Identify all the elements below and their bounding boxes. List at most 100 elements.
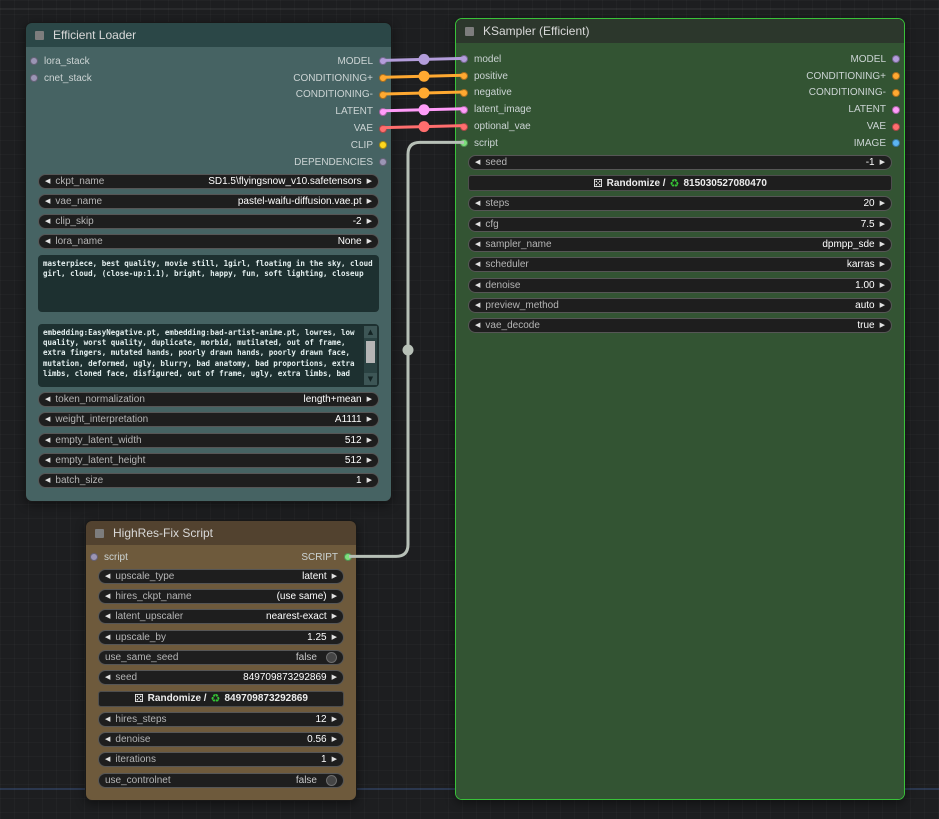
widget-weight-interpretation[interactable]: ◀ weight_interpretation A1111 ▶ (38, 412, 379, 428)
increment-arrow-icon[interactable]: ▶ (331, 571, 337, 580)
decrement-arrow-icon[interactable]: ◀ (45, 415, 51, 424)
widget-use-controlnet[interactable]: use_controlnet false (98, 772, 344, 788)
textarea-scrollbar[interactable]: ▲ ▼ (364, 325, 377, 385)
scroll-up-icon[interactable]: ▲ (364, 325, 377, 338)
increment-arrow-icon[interactable]: ▶ (879, 300, 885, 309)
node-header[interactable]: KSampler (Efficient) (456, 19, 904, 43)
decrement-arrow-icon[interactable]: ◀ (105, 612, 111, 621)
widget-latent-upscaler[interactable]: ◀ latent_upscaler nearest-exact ▶ (98, 609, 344, 625)
increment-arrow-icon[interactable]: ▶ (366, 217, 372, 226)
increment-arrow-icon[interactable]: ▶ (366, 395, 372, 404)
widget-vae-name[interactable]: ◀ vae_name pastel-waifu-diffusion.vae.pt ▶ (38, 193, 379, 209)
input-slot-negative[interactable] (460, 88, 468, 97)
widget-sampler-name[interactable]: ◀ sampler_name dpmpp_sde ▶ (468, 236, 892, 252)
increment-arrow-icon[interactable]: ▶ (879, 321, 885, 330)
decrement-arrow-icon[interactable]: ◀ (475, 157, 481, 166)
input-slot-cnet-stack[interactable] (30, 74, 38, 83)
increment-arrow-icon[interactable]: ▶ (366, 237, 372, 246)
increment-arrow-icon[interactable]: ▶ (879, 280, 885, 289)
output-slot-conditioning-[interactable] (892, 88, 900, 97)
widget-hires-ckpt-name[interactable]: ◀ hires_ckpt_name (use same) ▶ (98, 589, 344, 605)
increment-arrow-icon[interactable]: ▶ (331, 673, 337, 682)
increment-arrow-icon[interactable]: ▶ (879, 199, 885, 208)
positive-prompt-textarea[interactable]: masterpiece, best quality, movie still, … (38, 254, 379, 312)
decrement-arrow-icon[interactable]: ◀ (105, 755, 111, 764)
widget-scheduler[interactable]: ◀ scheduler karras ▶ (468, 257, 892, 273)
decrement-arrow-icon[interactable]: ◀ (475, 280, 481, 289)
decrement-arrow-icon[interactable]: ◀ (105, 592, 111, 601)
increment-arrow-icon[interactable]: ▶ (331, 714, 337, 723)
input-slot-latent-image[interactable] (460, 105, 468, 114)
widget-steps[interactable]: ◀ steps 20 ▶ (468, 196, 892, 212)
output-slot-script[interactable] (344, 553, 352, 562)
output-slot-vae[interactable] (892, 122, 900, 131)
widget-hires-denoise[interactable]: ◀ denoise 0.56 ▶ (98, 732, 344, 748)
randomize-hires-seed-button[interactable]: ⚄ Randomize / ♻ 849709873292869 (98, 690, 344, 707)
increment-arrow-icon[interactable]: ▶ (879, 157, 885, 166)
widget-cfg[interactable]: ◀ cfg 7.5 ▶ (468, 216, 892, 232)
widget-denoise[interactable]: ◀ denoise 1.00 ▶ (468, 277, 892, 293)
widget-seed[interactable]: ◀ seed -1 ▶ (468, 154, 892, 170)
input-slot-optional-vae[interactable] (460, 122, 468, 131)
collapse-box-icon[interactable] (95, 528, 104, 538)
output-slot-vae[interactable] (379, 124, 387, 133)
widget-token-normalization[interactable]: ◀ token_normalization length+mean ▶ (38, 392, 379, 408)
decrement-arrow-icon[interactable]: ◀ (45, 476, 51, 485)
collapse-box-icon[interactable] (465, 26, 474, 36)
node-header[interactable]: HighRes-Fix Script (86, 521, 356, 545)
increment-arrow-icon[interactable]: ▶ (331, 612, 337, 621)
decrement-arrow-icon[interactable]: ◀ (45, 435, 51, 444)
output-slot-model[interactable] (379, 57, 387, 66)
node-ksampler-efficient[interactable]: KSampler (Efficient) model MODEL positive C… (455, 18, 905, 800)
output-slot-image[interactable] (892, 139, 900, 148)
increment-arrow-icon[interactable]: ▶ (879, 260, 885, 269)
input-slot-lora-stack[interactable] (30, 57, 38, 66)
increment-arrow-icon[interactable]: ▶ (366, 415, 372, 424)
increment-arrow-icon[interactable]: ▶ (879, 219, 885, 228)
increment-arrow-icon[interactable]: ▶ (331, 735, 337, 744)
increment-arrow-icon[interactable]: ▶ (366, 196, 372, 205)
decrement-arrow-icon[interactable]: ◀ (105, 673, 111, 682)
randomize-seed-button[interactable]: ⚄ Randomize / ♻ 815030527080470 (468, 175, 892, 192)
widget-hires-steps[interactable]: ◀ hires_steps 12 ▶ (98, 711, 344, 727)
negative-prompt-textarea[interactable]: embedding:EasyNegative.pt, embedding:bad… (38, 323, 379, 387)
increment-arrow-icon[interactable]: ▶ (879, 239, 885, 248)
increment-arrow-icon[interactable]: ▶ (331, 755, 337, 764)
collapse-box-icon[interactable] (35, 30, 44, 40)
input-slot-script[interactable] (460, 139, 468, 148)
decrement-arrow-icon[interactable]: ◀ (45, 217, 51, 226)
node-highres-fix-script[interactable]: HighRes-Fix Script script SCRIPT ◀ upscale… (85, 520, 357, 802)
widget-use-same-seed[interactable]: use_same_seed false (98, 649, 344, 665)
decrement-arrow-icon[interactable]: ◀ (475, 321, 481, 330)
increment-arrow-icon[interactable]: ▶ (331, 592, 337, 601)
widget-upscale-type[interactable]: ◀ upscale_type latent ▶ (98, 568, 344, 584)
widget-batch-size[interactable]: ◀ batch_size 1 ▶ (38, 473, 379, 489)
decrement-arrow-icon[interactable]: ◀ (45, 176, 51, 185)
decrement-arrow-icon[interactable]: ◀ (475, 239, 481, 248)
input-slot-script[interactable] (90, 553, 98, 562)
decrement-arrow-icon[interactable]: ◀ (45, 196, 51, 205)
output-slot-conditioning+[interactable] (379, 74, 387, 83)
output-slot-latent[interactable] (892, 105, 900, 114)
input-slot-positive[interactable] (460, 72, 468, 81)
widget-empty-latent-height[interactable]: ◀ empty_latent_height 512 ▶ (38, 452, 379, 468)
input-slot-model[interactable] (460, 55, 468, 64)
scroll-down-icon[interactable]: ▼ (364, 372, 377, 385)
decrement-arrow-icon[interactable]: ◀ (105, 714, 111, 723)
decrement-arrow-icon[interactable]: ◀ (105, 571, 111, 580)
decrement-arrow-icon[interactable]: ◀ (105, 735, 111, 744)
widget-upscale-by[interactable]: ◀ upscale_by 1.25 ▶ (98, 629, 344, 645)
output-slot-conditioning+[interactable] (892, 72, 900, 81)
decrement-arrow-icon[interactable]: ◀ (45, 237, 51, 246)
increment-arrow-icon[interactable]: ▶ (366, 455, 372, 464)
decrement-arrow-icon[interactable]: ◀ (475, 219, 481, 228)
node-header[interactable]: Efficient Loader (26, 23, 391, 47)
widget-lora-name[interactable]: ◀ lora_name None ▶ (38, 234, 379, 250)
output-slot-dependencies[interactable] (379, 158, 387, 167)
toggle-knob[interactable] (326, 651, 337, 663)
widget-iterations[interactable]: ◀ iterations 1 ▶ (98, 752, 344, 768)
output-slot-model[interactable] (892, 55, 900, 64)
decrement-arrow-icon[interactable]: ◀ (105, 632, 111, 641)
output-slot-conditioning-[interactable] (379, 90, 387, 99)
decrement-arrow-icon[interactable]: ◀ (475, 199, 481, 208)
